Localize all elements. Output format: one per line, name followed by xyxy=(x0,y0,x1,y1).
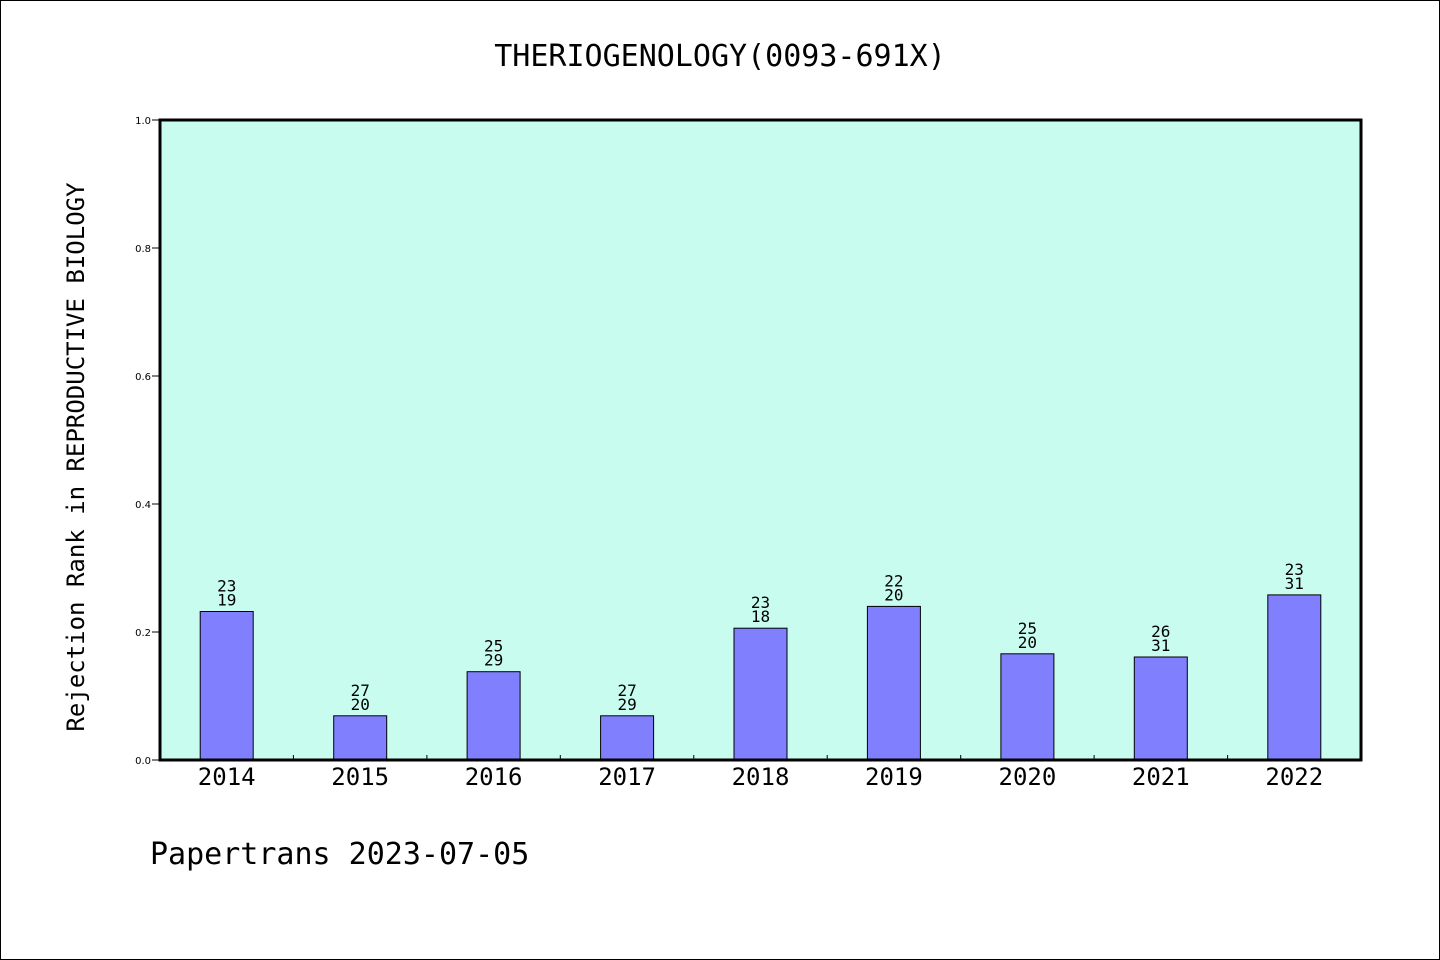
bar-label-top-2018: 23 xyxy=(751,593,770,612)
bar-2020 xyxy=(1000,653,1055,761)
bar-label-bottom-2018: 18 xyxy=(751,607,770,626)
bar-2015 xyxy=(333,715,388,761)
x-tick-label-2014: 2014 xyxy=(198,763,256,791)
bar-label-top-2014: 23 xyxy=(217,577,236,596)
x-tick-label-2015: 2015 xyxy=(331,763,389,791)
bar-label-bottom-2020: 20 xyxy=(1018,633,1037,652)
x-tick-label-2020: 2020 xyxy=(999,763,1057,791)
x-tick-label-2021: 2021 xyxy=(1132,763,1190,791)
y-tick-label-1.0: 1.0 xyxy=(135,116,151,127)
bar-label-top-2015: 27 xyxy=(351,681,370,700)
y-axis-label: Rejection Rank in REPRODUCTIVE BIOLOGY xyxy=(62,182,90,732)
y-tick-label-0.6: 0.6 xyxy=(135,372,151,383)
x-tick-label-2017: 2017 xyxy=(598,763,656,791)
x-tick-label-2016: 2016 xyxy=(465,763,523,791)
bar-2022 xyxy=(1267,594,1322,761)
bar-2016 xyxy=(466,671,521,761)
chart-title: THERIOGENOLOGY(0093-691X) xyxy=(494,39,946,74)
y-tick-label-0.4: 0.4 xyxy=(135,500,151,511)
axis-layer: 2014 2015 2016 2017 2018 2019 2020 2021 20220.00… xyxy=(135,116,1323,791)
x-tick-label-2019: 2019 xyxy=(865,763,923,791)
y-tick-label-0.0: 0.0 xyxy=(135,756,151,767)
bar-label-top-2019: 22 xyxy=(884,571,903,590)
y-tick-label-0.8: 0.8 xyxy=(135,244,151,255)
bar-2021 xyxy=(1133,656,1188,761)
bar-label-top-2021: 26 xyxy=(1151,622,1170,641)
footer-text: Papertrans 2023-07-05 xyxy=(150,837,529,872)
bar-label-bottom-2015: 20 xyxy=(351,695,370,714)
bar-2018 xyxy=(733,627,788,761)
bar-label-top-2016: 25 xyxy=(484,637,503,656)
bar-label-bottom-2019: 20 xyxy=(884,585,903,604)
bar-2019 xyxy=(866,605,921,761)
bar-label-top-2020: 25 xyxy=(1018,619,1037,638)
bar-label-bottom-2014: 19 xyxy=(217,591,236,610)
bar-label-top-2017: 27 xyxy=(617,681,636,700)
x-tick-label-2018: 2018 xyxy=(732,763,790,791)
x-tick-label-2022: 2022 xyxy=(1265,763,1323,791)
bar-label-bottom-2017: 29 xyxy=(617,695,636,714)
bar-label-bottom-2016: 29 xyxy=(484,651,503,670)
bar-2014 xyxy=(199,611,254,761)
bar-label-bottom-2021: 31 xyxy=(1151,636,1170,655)
bar-label-top-2022: 23 xyxy=(1285,560,1304,579)
y-tick-label-0.2: 0.2 xyxy=(135,628,151,639)
plot-border xyxy=(158,118,1363,762)
bar-2017 xyxy=(600,715,655,761)
bar-label-bottom-2022: 31 xyxy=(1285,574,1304,593)
